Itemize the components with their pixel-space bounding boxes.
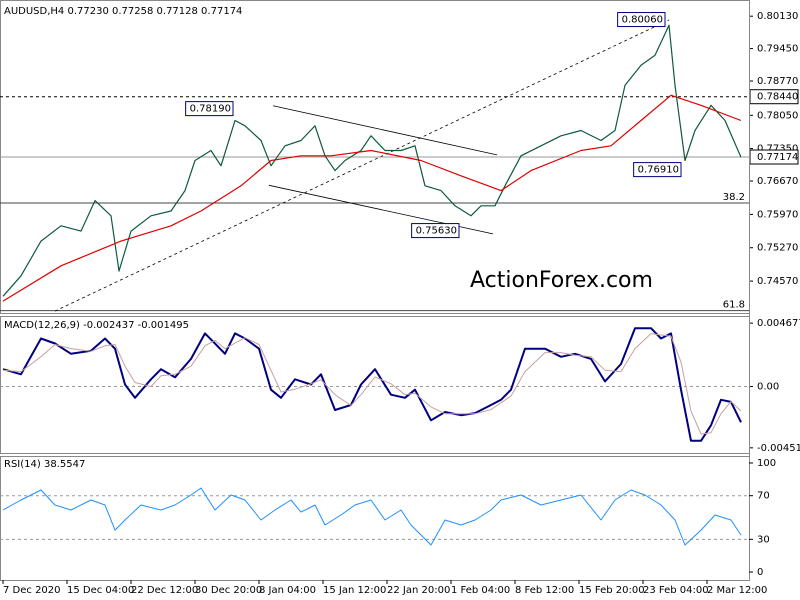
y-tick-label: 0.78050 <box>757 110 798 121</box>
annotation-label: 0.75630 <box>416 226 457 237</box>
x-tick-label: 30 Dec 20:00 <box>195 585 262 596</box>
series-line <box>2 487 742 546</box>
chart-subtitle: AUDUSD,H4 0.77230 0.77258 0.77128 0.7717… <box>4 6 242 17</box>
y-tick-label: 0.77350 <box>757 144 798 155</box>
x-tick-label: 22 Jan 20:00 <box>387 585 450 596</box>
x-tick-label: 1 Feb 04:00 <box>451 585 510 596</box>
y-tick-label: 0.78770 <box>757 76 798 87</box>
x-tick-label: 8 Jan 04:00 <box>259 585 316 596</box>
annotation-box <box>185 101 234 117</box>
rsi-title: RSI(14) 38.5547 <box>4 459 85 470</box>
y-tick-label: 0.80130 <box>757 11 798 22</box>
y-tick-label: -0.004519 <box>757 443 800 454</box>
series-line <box>2 94 742 302</box>
y-tick-label: 0.004677 <box>757 318 800 329</box>
trend-line <box>272 105 498 156</box>
x-tick-label: 15 Feb 20:00 <box>579 585 645 596</box>
y-tick-label: 70 <box>757 491 770 502</box>
x-tick-label: 15 Jan 12:00 <box>323 585 386 596</box>
annotation-box <box>617 12 666 28</box>
y-tick-label: 100 <box>757 458 776 469</box>
y-tick-label: 0.79450 <box>757 44 798 55</box>
annotation-box <box>411 223 460 239</box>
annotation-label: 0.78190 <box>190 104 231 115</box>
y-tick-label: 0.00 <box>757 382 779 393</box>
level-label: 0.77174 <box>757 152 798 163</box>
series-line <box>2 333 742 435</box>
x-tick-label: 2 Mar 12:00 <box>707 585 767 596</box>
macd-title: MACD(12,26,9) -0.002437 -0.001495 <box>4 320 189 331</box>
fib-label: 38.2 <box>723 192 745 203</box>
level-label: 0.78440 <box>757 92 798 103</box>
y-tick-label: 0 <box>757 567 763 578</box>
y-tick-label: 30 <box>757 534 770 545</box>
x-tick-label: 7 Dec 2020 <box>3 585 61 596</box>
trend-line <box>54 19 670 312</box>
x-tick-label: 22 Dec 12:00 <box>131 585 198 596</box>
y-tick-label: 0.76670 <box>757 176 798 187</box>
annotation-label: 0.76910 <box>638 165 679 176</box>
y-tick-label: 0.74570 <box>757 276 798 287</box>
series-line <box>2 24 742 297</box>
y-tick-label: 0.75270 <box>757 243 798 254</box>
watermark: ActionForex.com <box>470 268 653 293</box>
annotation-box <box>633 162 682 178</box>
annotation-label: 0.80060 <box>622 15 663 26</box>
series-line <box>2 327 742 442</box>
y-tick-label: 0.75970 <box>757 209 798 220</box>
fib-label: 61.8 <box>723 300 745 311</box>
x-tick-label: 23 Feb 04:00 <box>643 585 709 596</box>
x-tick-label: 8 Feb 12:00 <box>515 585 574 596</box>
x-tick-label: 15 Dec 04:00 <box>67 585 134 596</box>
